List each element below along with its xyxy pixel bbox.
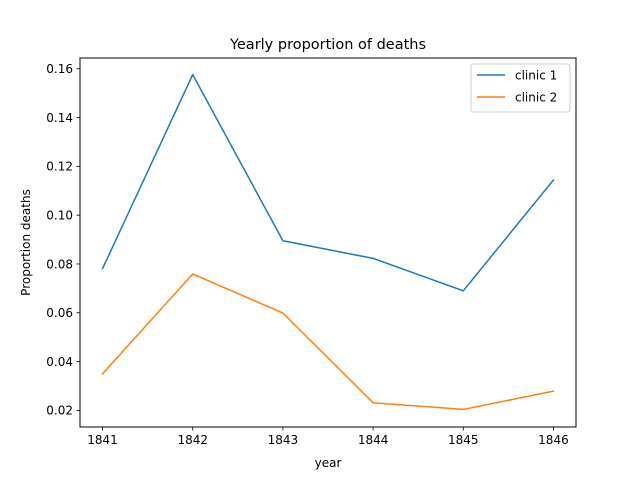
y-axis: 0.02 0.04 0.06 0.08 0.10 0.12 0.14 0.16: [46, 62, 80, 418]
legend-label-2: clinic 2: [515, 90, 557, 104]
series-line-1: [101, 73, 555, 292]
series-line-2: [101, 273, 555, 411]
x-axis: 1841 1842 1843 1844 1845 1846: [87, 427, 569, 447]
series-lines: [101, 73, 555, 411]
legend-box: [470, 63, 571, 113]
chart-title: Yearly proportion of deaths: [229, 37, 426, 53]
x-tick-label: 1843: [268, 433, 299, 447]
y-tick-label: 0.06: [46, 306, 73, 320]
legend-label-1: clinic 1: [515, 68, 557, 82]
y-tick-label: 0.08: [46, 257, 73, 271]
y-tick-label: 0.12: [46, 160, 73, 174]
x-tick-label: 1845: [448, 433, 479, 447]
legend: clinic 1 clinic 2: [470, 63, 571, 113]
x-tick-label: 1841: [87, 433, 118, 447]
x-axis-label: year: [315, 456, 342, 470]
y-tick-label: 0.10: [46, 208, 73, 222]
y-tick-label: 0.16: [46, 62, 73, 76]
plot-area-frame: [79, 57, 577, 428]
x-tick-label: 1846: [538, 433, 569, 447]
y-tick-label: 0.04: [46, 355, 73, 369]
y-tick-label: 0.14: [46, 111, 73, 125]
y-axis-label: Proportion deaths: [19, 189, 33, 296]
x-tick-label: 1844: [358, 433, 389, 447]
x-tick-label: 1842: [177, 433, 208, 447]
y-tick-label: 0.02: [46, 404, 73, 418]
